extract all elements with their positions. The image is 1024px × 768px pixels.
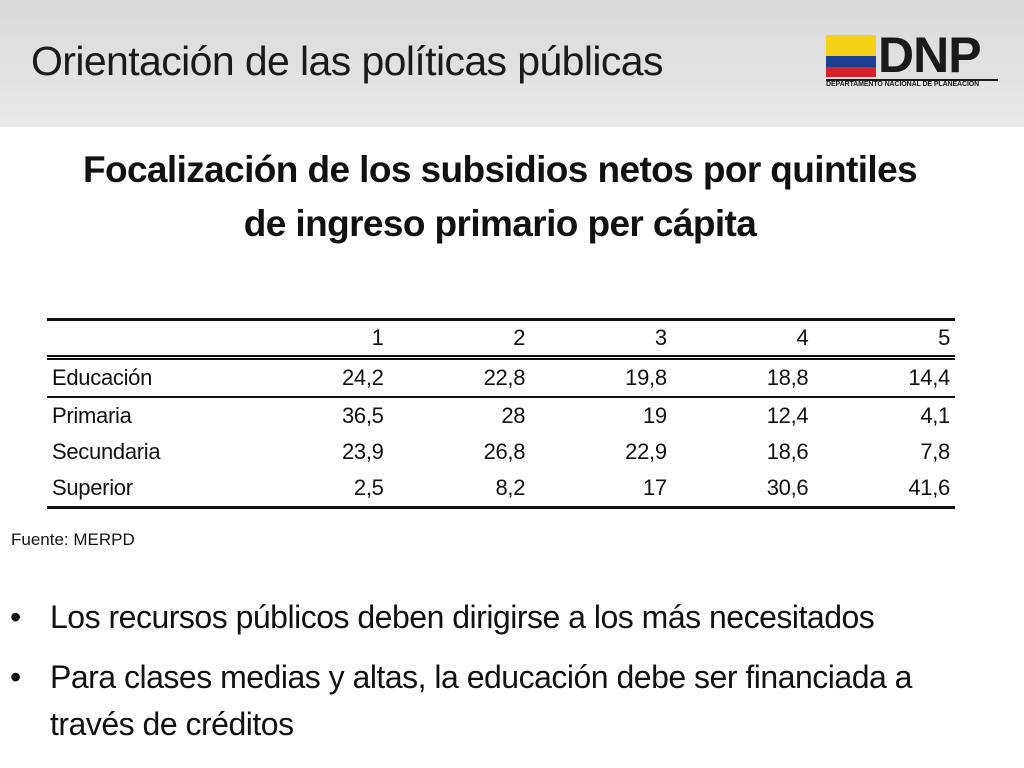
- dnp-logo: DNP DEPARTAMENTO NACIONAL DE PLANEACIÓN: [826, 27, 998, 91]
- table-cell: 41,6: [813, 470, 955, 509]
- row-label: Primaria: [52, 403, 132, 428]
- table-cell: 4,1: [920, 403, 950, 428]
- table-row-educacion: Educación 24,2 22,8 19,8 18,8 14,4: [47, 357, 955, 398]
- table-cell: 18,6: [766, 439, 809, 464]
- table-cell: 19,8: [530, 357, 672, 398]
- logo-subtitle: DEPARTAMENTO NACIONAL DE PLANEACIÓN: [826, 81, 980, 88]
- table-cell: 28: [501, 403, 526, 428]
- bullet-marker: •: [10, 599, 21, 635]
- slide-header: Orientación de las políticas públicas DN…: [0, 0, 1024, 127]
- table-cell: 12,4: [766, 403, 809, 428]
- bullet-item: • Para clases medias y altas, la educaci…: [10, 654, 990, 748]
- table-cell: 7,8: [920, 439, 950, 464]
- table-cell: 19: [642, 403, 667, 428]
- table-cell: 36,5: [341, 403, 384, 428]
- table-cell: 17: [530, 470, 672, 509]
- table-heading-line-2: de ingreso primario per cápita: [243, 203, 757, 244]
- table-row-primaria: Primaria 36,5 28 19 12,4 4,1: [47, 397, 955, 434]
- table-header-row: 1 2 3 4 5: [47, 319, 955, 360]
- table-cell: 24,2: [247, 357, 389, 398]
- column-header-q3: 3: [530, 319, 672, 360]
- source-note: Fuente: MERPD: [11, 530, 135, 549]
- column-header-q5: 5: [813, 319, 955, 360]
- column-header-q1: 1: [247, 319, 389, 360]
- table-cell: 23,9: [341, 439, 384, 464]
- column-header-label: [47, 319, 247, 360]
- colombia-flag-icon: [826, 35, 876, 77]
- table-cell: 30,6: [671, 470, 814, 509]
- table-cell: 22,9: [625, 439, 667, 464]
- table-row-superior: Superior 2,5 8,2 17 30,6 41,6: [47, 470, 955, 509]
- table-row-secundaria: Secundaria 23,9 26,8 22,9 18,6 7,8: [47, 434, 955, 470]
- column-header-q4: 4: [671, 319, 814, 360]
- table-cell: 26,8: [483, 439, 526, 464]
- table-heading: Focalización de los subsidios netos por …: [0, 143, 1000, 251]
- table-cell: 14,4: [813, 357, 955, 398]
- row-label: Secundaria: [52, 439, 161, 464]
- bullet-text: Para clases medias y altas, la educación…: [50, 659, 912, 742]
- column-header-q2: 2: [388, 319, 531, 360]
- bullet-text: Los recursos públicos deben dirigirse a …: [50, 599, 875, 635]
- table-cell: 22,8: [388, 357, 531, 398]
- bullet-marker: •: [10, 659, 21, 695]
- slide-title: Orientación de las políticas públicas: [31, 38, 663, 84]
- table-cell: 2,5: [247, 470, 389, 509]
- bullet-item: • Los recursos públicos deben dirigirse …: [10, 594, 990, 641]
- table-cell: 8,2: [388, 470, 531, 509]
- table-cell: 18,8: [671, 357, 814, 398]
- row-label: Superior: [47, 470, 247, 509]
- logo-wordmark: DNP: [878, 27, 982, 83]
- table-heading-line-1: Focalización de los subsidios netos por …: [82, 149, 918, 190]
- subsidy-table: 1 2 3 4 5 Educación 24,2 22,8 19,8 18,8 …: [47, 318, 955, 509]
- bullet-list: • Los recursos públicos deben dirigirse …: [10, 594, 990, 761]
- row-label: Educación: [47, 357, 247, 398]
- logo-divider: [826, 79, 998, 81]
